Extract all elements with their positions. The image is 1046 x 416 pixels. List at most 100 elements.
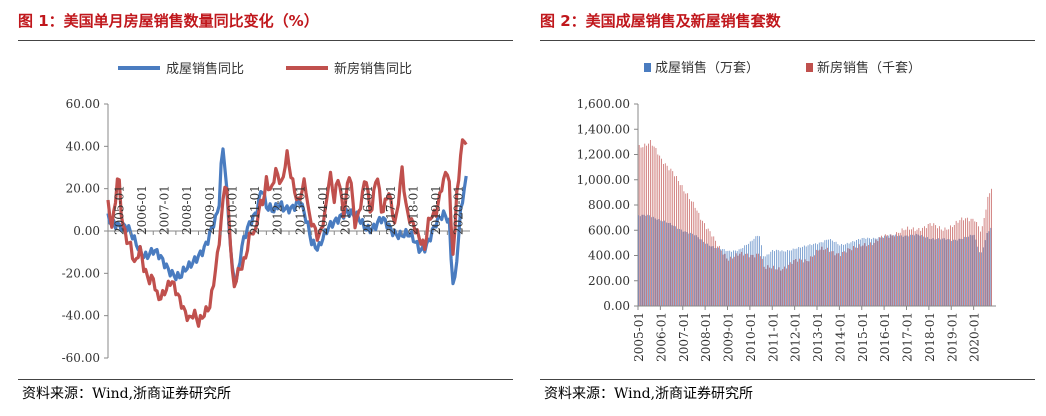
y-tick-label: 400.00 [588, 249, 630, 263]
bar-1 [708, 245, 710, 306]
bar-1 [718, 247, 719, 306]
bar-1 [759, 236, 760, 306]
bar-1 [910, 234, 912, 306]
bar-1 [964, 236, 966, 306]
bar-1 [954, 239, 956, 306]
bar-1 [802, 246, 803, 306]
bar-2 [950, 225, 951, 306]
y-tick-label: 0.00 [73, 224, 100, 238]
bar-1 [679, 229, 680, 306]
bar-2 [836, 253, 838, 306]
bar-1 [660, 220, 662, 306]
bar-2 [750, 254, 752, 306]
bar-2 [886, 235, 888, 306]
bar-1 [826, 239, 828, 306]
bar-2 [771, 268, 772, 306]
bar-1 [839, 245, 841, 306]
x-tick-label: 2013-01 [293, 185, 307, 235]
bar-2 [901, 228, 903, 306]
bar-1 [822, 242, 824, 306]
bar-2 [828, 251, 830, 306]
bar-1 [761, 245, 762, 306]
chart1-title-rule [18, 40, 513, 41]
bar-1 [777, 250, 779, 306]
bar-1 [969, 234, 971, 306]
bar-2 [733, 256, 735, 306]
bar-2 [640, 147, 642, 306]
bar-2 [694, 207, 696, 306]
x-tick-label: 2014-01 [833, 312, 847, 362]
bar-2 [674, 176, 675, 306]
bar-2 [937, 228, 938, 306]
bar-2 [801, 259, 802, 306]
bar-2 [899, 232, 901, 306]
bar-2 [931, 225, 933, 306]
bar-1 [876, 238, 878, 306]
bar-1 [858, 239, 859, 306]
bar-2 [787, 264, 789, 306]
bar-1 [928, 238, 930, 306]
bar-2 [709, 231, 711, 306]
bar-1 [809, 244, 811, 306]
bar-1 [740, 248, 742, 306]
legend-swatch-1 [644, 63, 651, 72]
bar-1 [673, 225, 675, 306]
bar-1 [852, 241, 854, 306]
bar-1 [921, 235, 923, 306]
bar-1 [990, 227, 992, 306]
bar-1 [772, 250, 774, 306]
x-tick-label: 2010-01 [225, 185, 239, 235]
bar-2 [897, 232, 899, 306]
x-tick-label: 2013-01 [811, 312, 825, 362]
bar-1 [828, 239, 829, 306]
y-tick-label: 1,400.00 [577, 122, 630, 136]
bar-1 [723, 249, 725, 306]
y-tick-label: 1,600.00 [577, 97, 630, 111]
bar-2 [681, 185, 683, 306]
bar-2 [726, 258, 728, 306]
legend-label-1: 成屋销售同比 [166, 61, 244, 77]
bar-1 [874, 238, 876, 306]
bar-1 [774, 251, 775, 306]
x-tick-label: 2019-01 [429, 185, 443, 235]
bar-2 [715, 240, 717, 306]
bar-2 [670, 168, 672, 306]
bar-2 [702, 220, 703, 306]
bar-1 [872, 237, 874, 306]
bar-2 [914, 231, 916, 306]
bar-2 [881, 235, 882, 306]
x-tick-label: 2007-01 [677, 312, 691, 362]
bar-2 [802, 262, 804, 306]
x-tick-label: 2016-01 [361, 185, 375, 235]
bar-1 [748, 243, 749, 306]
bar-1 [979, 252, 980, 306]
bar-1 [902, 236, 904, 306]
x-tick-label: 2018-01 [406, 185, 420, 235]
bar-1 [656, 219, 658, 306]
bar-1 [880, 237, 882, 306]
bar-1 [925, 237, 926, 306]
bar-1 [869, 238, 870, 306]
bar-2 [657, 154, 659, 306]
bar-2 [856, 247, 858, 306]
bar-2 [909, 229, 910, 306]
bar-1 [904, 235, 906, 306]
bar-2 [970, 218, 972, 306]
bar-2 [940, 229, 942, 306]
bar-1 [796, 248, 798, 306]
bar-2 [748, 257, 750, 306]
bar-1 [729, 250, 731, 306]
y-tick-label: -60.00 [62, 351, 100, 365]
bar-2 [974, 221, 976, 306]
bar-1 [941, 238, 943, 306]
bar-1 [848, 243, 850, 306]
bar-1 [766, 254, 768, 306]
bar-2 [767, 265, 769, 306]
chart2-title: 图 2：美国成屋销售及新屋销售套数 [540, 12, 781, 30]
bar-2 [933, 223, 935, 306]
bar-2 [924, 226, 925, 306]
bar-2 [840, 256, 841, 306]
bar-1 [936, 239, 938, 306]
bar-1 [764, 256, 766, 306]
bar-2 [838, 253, 840, 306]
